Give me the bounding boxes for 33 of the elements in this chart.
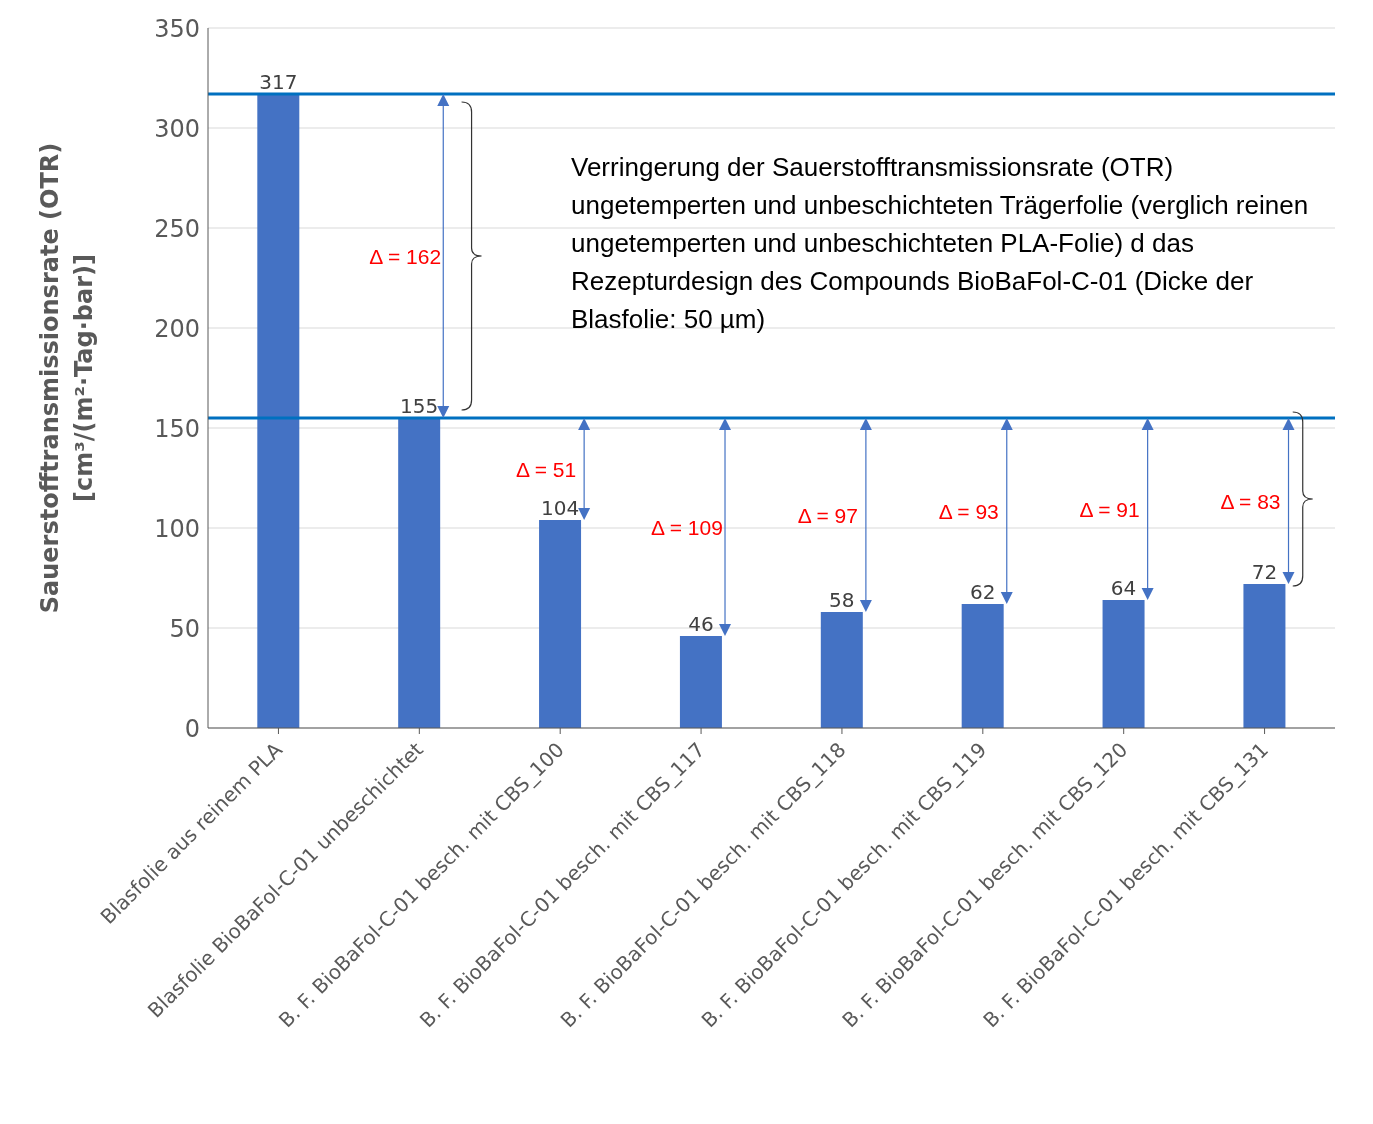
y-tick-label: 0 (184, 714, 200, 743)
y-tick-label: 300 (154, 114, 200, 143)
bar (539, 520, 582, 728)
data-label: 62 (969, 580, 996, 604)
bar (820, 612, 863, 728)
data-label: 58 (829, 588, 855, 612)
annotation: Δ = 97 (797, 503, 858, 527)
data-label: 104 (540, 496, 580, 520)
y-axis-title: Sauerstofftransmissionsrate (OTR) [cm³/(m²·Tag·bar)] (36, 142, 98, 614)
annotation: Δ = 83 (1220, 489, 1281, 513)
y-tick-label: 100 (154, 514, 200, 543)
y-tick-label: 250 (154, 214, 200, 243)
bar (1102, 600, 1145, 728)
data-label: 64 (1110, 576, 1137, 600)
bar (398, 418, 441, 728)
y-tick-label: 150 (154, 414, 200, 443)
annotation: Δ = 91 (1079, 497, 1140, 521)
bar (257, 94, 300, 728)
y-tick-label: 50 (169, 614, 200, 643)
y-tick-label: 200 (154, 314, 200, 343)
data-label: 317 (259, 70, 298, 94)
annotation: Verringerung der Sauerstofftransmissionsrate (OTR) ungetemperten und unbeschichteten Trägerfolie (verglich reinen ungetemperten und unbeschichteten PLA-Folie) d das Rezepturdesign des Compounds BioBaFol-C-01 (Dicke der Blasfolie: 50 µm) (571, 151, 1310, 336)
annotation: Δ = 51 (516, 457, 577, 481)
bar (679, 636, 722, 728)
data-label: 46 (688, 612, 714, 636)
bar (961, 604, 1004, 728)
annotation: Δ = 93 (938, 499, 999, 523)
y-tick-label: 350 (154, 14, 200, 43)
data-label: 72 (1251, 560, 1278, 584)
bar (1243, 584, 1286, 728)
data-label: 155 (400, 394, 439, 418)
annotation: Δ = 109 (651, 515, 723, 539)
annotation: Δ = 162 (369, 244, 442, 268)
